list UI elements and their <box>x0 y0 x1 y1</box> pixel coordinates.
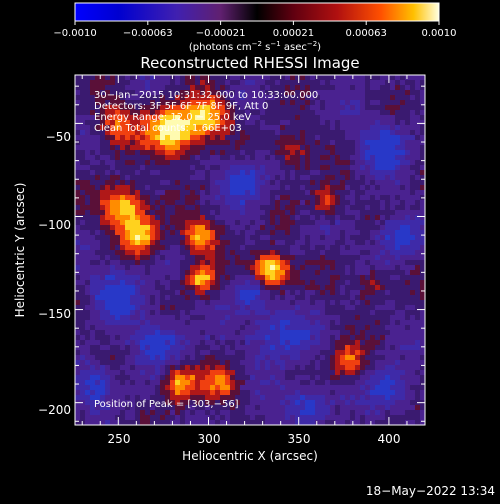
x-tick-label: 300 <box>198 432 221 446</box>
colorbar-tick-label: 0.00021 <box>273 28 314 39</box>
x-tick-label: 250 <box>108 432 131 446</box>
plot-title: Reconstructed RHESSI Image <box>140 54 359 72</box>
colorbar-tick-label: −0.0010 <box>53 28 96 39</box>
annotation-clean: Clean Total counts: 1.66E+03 <box>94 123 242 134</box>
y-tick-label: −50 <box>46 130 71 144</box>
colorbar-units-part: s <box>262 42 270 53</box>
footer-date: 18−May−2022 13:34 <box>366 484 495 498</box>
annotation-time-range: 30−Jan−2015 10:31:32.000 to 10:33:00.000 <box>94 90 318 101</box>
annotation-detectors: Detectors: 3F 5F 6F 7F 8F 9F, Att 0 <box>94 101 268 112</box>
colorbar-units-part: ) <box>317 42 321 53</box>
x-tick-label: 400 <box>378 432 401 446</box>
annotation-peak-position: Position of Peak = [303,−56] <box>94 399 239 410</box>
colorbar-tick-marks <box>75 21 439 25</box>
x-tick-label: 350 <box>288 432 311 446</box>
y-axis-label: Heliocentric Y (arcsec) <box>13 183 27 318</box>
colorbar-tick-label: 0.0010 <box>422 28 457 39</box>
y-tick-label: −200 <box>38 403 71 417</box>
colorbar-units-prefix: (photons cm <box>189 42 252 53</box>
x-axis-label: Heliocentric X (arcsec) <box>182 449 318 463</box>
colorbar-tick-label: −0.00021 <box>196 28 246 39</box>
colorbar-units-part: asec <box>281 42 307 53</box>
colorbar <box>75 3 439 21</box>
y-tick-label: −100 <box>38 218 71 232</box>
colorbar-tick-label: −0.00063 <box>123 28 173 39</box>
colorbar-units-exp: −1 <box>270 40 280 48</box>
colorbar-units-exp: −2 <box>252 40 262 48</box>
colorbar-units: (photons cm−2 s−1 asec−2) <box>189 40 321 53</box>
annotation-energy: Energy Range: 12.0 − 25.0 keV <box>94 112 251 123</box>
colorbar-tick-label: 0.00063 <box>346 28 387 39</box>
y-tick-label: −150 <box>38 307 71 321</box>
colorbar-units-exp: −2 <box>307 40 317 48</box>
